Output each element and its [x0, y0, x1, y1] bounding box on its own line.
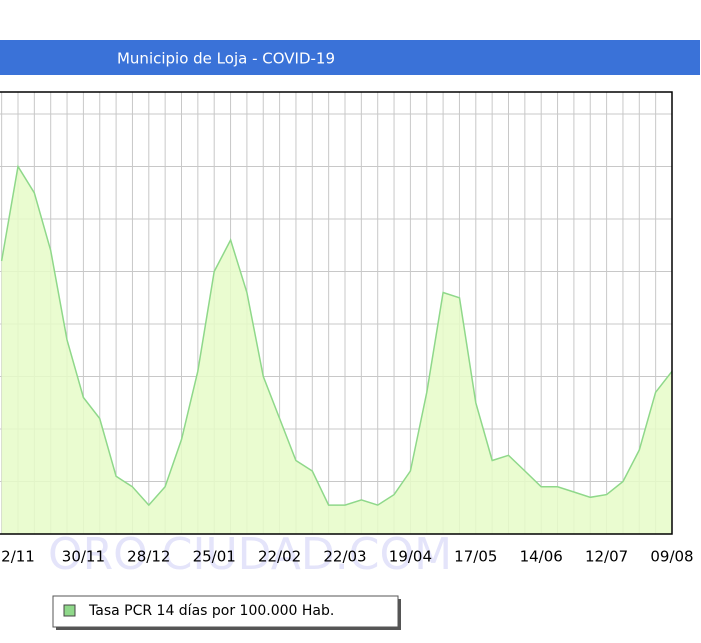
- line: [0, 164, 673, 507]
- x-tick-label: 17/05: [454, 548, 497, 566]
- x-tick-label: 22/03: [323, 548, 366, 566]
- legend-swatch: [63, 604, 76, 617]
- x-tick-label: 09/08: [650, 548, 693, 566]
- x-tick-label: 2/11: [1, 548, 35, 566]
- area: [1, 166, 673, 534]
- x-tick-label: 30/11: [62, 548, 105, 566]
- x-tick-label: 12/07: [585, 548, 628, 566]
- x-tick-label: 22/02: [258, 548, 301, 566]
- legend: [52, 595, 399, 628]
- x-tick-label: 25/01: [193, 548, 236, 566]
- x-tick-label: 14/06: [520, 548, 563, 566]
- title-bar: [0, 40, 700, 75]
- legend-label: Tasa PCR 14 días por 100.000 Hab.: [88, 603, 334, 619]
- x-tick-label: 19/04: [389, 548, 432, 566]
- plot-frame: [0, 91, 673, 535]
- chart-title: Municipio de Loja - COVID-19: [117, 50, 335, 68]
- watermark: ORO CIUDAD.COM: [48, 529, 452, 580]
- x-tick-label: 28/12: [127, 548, 170, 566]
